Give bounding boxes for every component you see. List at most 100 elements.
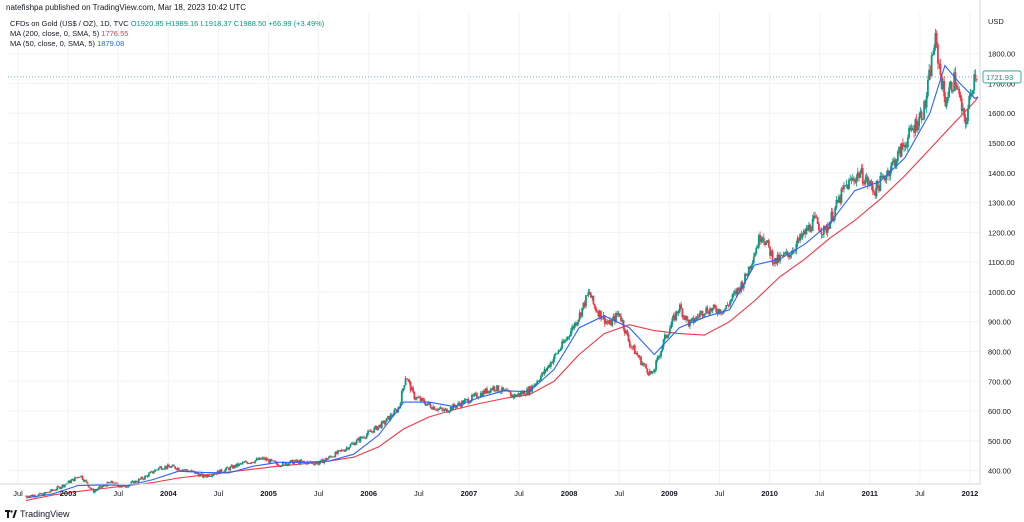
candle-body bbox=[41, 493, 44, 495]
candle-body bbox=[791, 250, 794, 255]
candle-body bbox=[393, 409, 396, 416]
candle-body bbox=[692, 317, 695, 323]
candle-body bbox=[658, 356, 661, 358]
candle-body bbox=[711, 308, 714, 312]
candle-body bbox=[154, 469, 156, 472]
candle-body bbox=[697, 316, 700, 318]
candle-body bbox=[891, 161, 894, 163]
candle-body bbox=[182, 469, 185, 471]
y-tick-label: 900.00 bbox=[988, 318, 1011, 327]
candle-body bbox=[746, 274, 749, 276]
candle-body bbox=[962, 108, 964, 111]
candle-body bbox=[127, 485, 130, 487]
candle-body bbox=[474, 393, 477, 395]
candle-body bbox=[208, 474, 210, 477]
candle-body bbox=[265, 458, 268, 461]
candle-body bbox=[926, 79, 929, 96]
candle-body bbox=[801, 234, 804, 238]
legend-ma50-row[interactable]: MA (50, close, 0, SMA, 5) 1879.08 bbox=[10, 39, 324, 49]
candle-body bbox=[959, 94, 962, 99]
candle-body bbox=[607, 322, 610, 324]
candle-body bbox=[496, 385, 498, 391]
candle-body bbox=[884, 178, 887, 181]
candle-body bbox=[497, 385, 500, 392]
candle-body bbox=[403, 385, 406, 389]
x-tick-label: 2005 bbox=[260, 489, 277, 498]
candle-body bbox=[845, 184, 848, 186]
x-tick-label: Jul bbox=[715, 489, 725, 498]
candle-body bbox=[466, 399, 468, 400]
candle-body bbox=[915, 119, 918, 131]
candle-body bbox=[952, 90, 954, 92]
candle-body bbox=[950, 82, 953, 92]
candle-body bbox=[706, 307, 709, 313]
candle-body bbox=[157, 467, 160, 470]
candle-body bbox=[774, 257, 776, 264]
candle-body bbox=[865, 176, 868, 180]
candle-body bbox=[468, 402, 471, 404]
candle-body bbox=[254, 460, 257, 463]
candle-body bbox=[690, 319, 693, 322]
y-tick-label: 1300.00 bbox=[988, 199, 1015, 208]
candle-body bbox=[752, 256, 755, 263]
candle-body bbox=[226, 467, 229, 469]
candle-body bbox=[300, 460, 303, 462]
footer-brand[interactable]: TradingView bbox=[5, 509, 70, 519]
candle-body bbox=[456, 405, 458, 408]
candle-body bbox=[357, 438, 359, 440]
candle-body bbox=[538, 380, 541, 382]
legend-symbol-row[interactable]: CFDs on Gold (US$ / OZ), 1D, TVC O1920.8… bbox=[10, 19, 324, 29]
candle-body bbox=[855, 176, 858, 183]
candle-body bbox=[942, 81, 944, 90]
candle-body bbox=[196, 472, 199, 474]
candle-body bbox=[294, 459, 297, 462]
candle-body bbox=[953, 72, 956, 91]
candle-body bbox=[880, 176, 883, 178]
legend-ma200-value: 1776.55 bbox=[101, 29, 129, 38]
candle-body bbox=[747, 266, 750, 275]
candle-body bbox=[274, 461, 277, 463]
candle-body bbox=[335, 451, 338, 454]
candle-body bbox=[849, 178, 852, 180]
candle-body bbox=[572, 326, 575, 329]
candle-body bbox=[919, 111, 922, 117]
candle-body bbox=[699, 313, 701, 317]
candle-body bbox=[40, 493, 42, 495]
candle-body bbox=[633, 345, 636, 355]
candle-body bbox=[334, 451, 337, 458]
candle-body bbox=[732, 293, 735, 295]
candle-body bbox=[249, 463, 252, 464]
candle-body bbox=[590, 293, 592, 298]
candle-body bbox=[318, 463, 321, 465]
legend-change: +66.99 (+3.49%) bbox=[268, 19, 325, 28]
candle-body bbox=[482, 390, 485, 397]
candle-body bbox=[137, 478, 140, 482]
candle-body bbox=[136, 481, 139, 483]
x-tick-label: 2011 bbox=[862, 489, 878, 498]
candle-body bbox=[866, 176, 869, 185]
candle-body bbox=[440, 407, 443, 410]
candle-body bbox=[935, 33, 938, 45]
candle-body bbox=[506, 389, 508, 391]
candle-body bbox=[554, 353, 557, 355]
candle-body bbox=[66, 483, 69, 484]
candle-body bbox=[836, 199, 839, 203]
legend-ma50-label: MA (50, close, 0, SMA, 5) bbox=[10, 39, 96, 48]
candle-body bbox=[389, 414, 392, 420]
candle-body bbox=[427, 402, 430, 405]
candle-body bbox=[937, 44, 939, 64]
candle-body bbox=[280, 465, 283, 467]
x-tick-label: 2004 bbox=[160, 489, 178, 498]
candle-body bbox=[142, 479, 145, 480]
candle-body bbox=[704, 313, 706, 316]
candle-body bbox=[86, 481, 89, 485]
candle-body bbox=[745, 273, 748, 276]
y-tick-label: 1400.00 bbox=[988, 169, 1015, 178]
candle-body bbox=[246, 462, 249, 464]
candle-body bbox=[620, 316, 622, 322]
legend-ma200-row[interactable]: MA (200, close, 0, SMA, 5) 1776.55 bbox=[10, 29, 324, 39]
candle-body bbox=[784, 253, 786, 255]
candle-body bbox=[702, 315, 705, 317]
candle-body bbox=[199, 474, 202, 477]
